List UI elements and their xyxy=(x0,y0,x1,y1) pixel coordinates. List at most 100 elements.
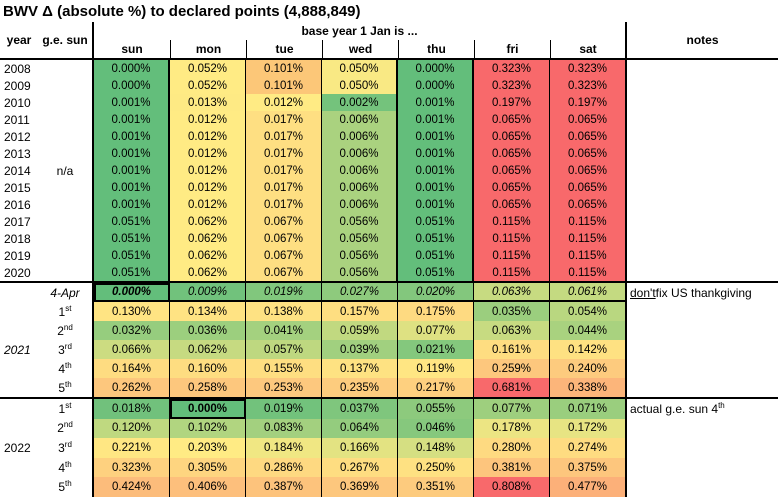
note-cell[interactable] xyxy=(625,321,778,340)
year-cell[interactable]: 2009 xyxy=(4,78,31,93)
note-cell[interactable] xyxy=(625,378,778,397)
value-cell-wed[interactable]: 0.050% xyxy=(322,77,398,94)
value-cell-thu[interactable]: 0.000% xyxy=(398,60,474,77)
value-cell-mon[interactable]: 0.062% xyxy=(170,264,246,281)
value-cell-mon[interactable]: 0.052% xyxy=(170,77,246,94)
value-cell-thu[interactable]: 0.051% xyxy=(398,247,474,264)
value-cell-mon[interactable]: 0.102% xyxy=(170,418,246,439)
value-cell-thu[interactable]: 0.020% xyxy=(398,283,474,302)
year-cell[interactable]: 2011 xyxy=(4,112,30,127)
value-cell-thu[interactable]: 0.021% xyxy=(398,340,474,359)
value-cell-wed[interactable]: 0.064% xyxy=(322,418,398,439)
value-cell-wed[interactable]: 0.235% xyxy=(322,378,398,397)
value-cell-mon[interactable]: 0.062% xyxy=(170,247,246,264)
value-cell-thu[interactable]: 0.175% xyxy=(398,302,474,321)
value-cell-sat[interactable]: 0.115% xyxy=(550,264,625,281)
value-cell-wed[interactable]: 0.056% xyxy=(322,213,398,230)
value-cell-sat[interactable]: 0.065% xyxy=(550,196,625,213)
value-cell-sun[interactable]: 0.120% xyxy=(94,418,170,439)
value-cell-thu[interactable]: 0.001% xyxy=(398,162,474,179)
value-cell-tue[interactable]: 0.017% xyxy=(246,145,322,162)
note-cell[interactable] xyxy=(625,60,778,77)
value-cell-tue[interactable]: 0.017% xyxy=(246,179,322,196)
value-cell-sat[interactable]: 0.115% xyxy=(550,247,625,264)
year-cell[interactable]: 2014 xyxy=(4,163,31,178)
value-cell-tue[interactable]: 0.019% xyxy=(246,283,322,302)
note-cell[interactable] xyxy=(625,77,778,94)
value-cell-wed[interactable]: 0.056% xyxy=(322,230,398,247)
note-cell[interactable] xyxy=(625,264,778,281)
value-cell-mon[interactable]: 0.009% xyxy=(170,283,246,302)
value-cell-sun[interactable]: 0.000% xyxy=(94,283,170,302)
year-cell[interactable] xyxy=(0,458,38,478)
value-cell-wed[interactable]: 0.006% xyxy=(322,111,398,128)
value-cell-fri[interactable]: 0.115% xyxy=(474,247,550,264)
value-cell-tue[interactable]: 0.155% xyxy=(246,359,322,378)
value-cell-sat[interactable]: 0.274% xyxy=(550,438,625,458)
value-cell-sat[interactable]: 0.065% xyxy=(550,179,625,196)
year-cell[interactable]: 2020 xyxy=(4,265,31,280)
value-cell-thu[interactable]: 0.119% xyxy=(398,359,474,378)
day-header-sun[interactable]: sun xyxy=(121,42,143,56)
value-cell-mon[interactable]: 0.134% xyxy=(170,302,246,321)
day-header-fri[interactable]: fri xyxy=(474,40,550,58)
ge-sun-cell[interactable] xyxy=(38,94,94,111)
value-cell-thu[interactable]: 0.000% xyxy=(398,77,474,94)
value-cell-thu[interactable]: 0.250% xyxy=(398,457,474,478)
value-cell-wed[interactable]: 0.006% xyxy=(322,128,398,145)
value-cell-thu[interactable]: 0.001% xyxy=(398,94,474,111)
value-cell-wed[interactable]: 0.166% xyxy=(322,438,398,458)
value-cell-mon[interactable]: 0.013% xyxy=(170,94,246,111)
value-cell-mon[interactable]: 0.012% xyxy=(170,179,246,196)
year-cell[interactable] xyxy=(0,399,38,419)
value-cell-fri[interactable]: 0.197% xyxy=(474,94,550,111)
value-cell-fri[interactable]: 0.259% xyxy=(474,359,550,378)
value-cell-tue[interactable]: 0.387% xyxy=(246,477,322,497)
value-cell-tue[interactable]: 0.253% xyxy=(246,378,322,397)
value-cell-sat[interactable]: 0.240% xyxy=(550,359,625,378)
value-cell-sun[interactable]: 0.051% xyxy=(94,264,170,281)
value-cell-tue[interactable]: 0.067% xyxy=(246,230,322,247)
value-cell-fri[interactable]: 0.381% xyxy=(474,457,550,478)
ge-sun-cell[interactable] xyxy=(38,196,94,213)
value-cell-tue[interactable]: 0.067% xyxy=(246,264,322,281)
value-cell-sun[interactable]: 0.018% xyxy=(94,399,170,419)
value-cell-fri[interactable]: 0.035% xyxy=(474,302,550,321)
value-cell-sun[interactable]: 0.001% xyxy=(94,145,170,162)
value-cell-thu[interactable]: 0.077% xyxy=(398,321,474,340)
value-cell-sat[interactable]: 0.065% xyxy=(550,145,625,162)
year-cell[interactable]: 2019 xyxy=(4,248,31,263)
value-cell-tue[interactable]: 0.184% xyxy=(246,438,322,458)
ge-sun-cell[interactable] xyxy=(38,77,94,94)
note-cell[interactable] xyxy=(625,111,778,128)
value-cell-tue[interactable]: 0.057% xyxy=(246,340,322,359)
year-cell[interactable] xyxy=(0,302,38,321)
ge-sun-cell[interactable] xyxy=(38,145,94,162)
year-column-header[interactable]: year xyxy=(6,33,32,47)
value-cell-fri[interactable]: 0.063% xyxy=(474,321,550,340)
value-cell-mon[interactable]: 0.258% xyxy=(170,378,246,397)
day-header-tue[interactable]: tue xyxy=(246,40,322,58)
value-cell-thu[interactable]: 0.148% xyxy=(398,438,474,458)
value-cell-mon[interactable]: 0.012% xyxy=(170,128,246,145)
value-cell-wed[interactable]: 0.056% xyxy=(322,247,398,264)
value-cell-thu[interactable]: 0.001% xyxy=(398,145,474,162)
value-cell-fri[interactable]: 0.065% xyxy=(474,145,550,162)
note-cell[interactable] xyxy=(625,179,778,196)
year-cell[interactable]: 2010 xyxy=(4,95,31,110)
value-cell-thu[interactable]: 0.001% xyxy=(398,179,474,196)
year-cell[interactable]: 2012 xyxy=(4,129,31,144)
note-cell[interactable]: don't fix US thankgiving xyxy=(625,283,778,302)
value-cell-sun[interactable]: 0.066% xyxy=(94,340,170,359)
value-cell-mon[interactable]: 0.000% xyxy=(170,399,246,419)
value-cell-wed[interactable]: 0.137% xyxy=(322,359,398,378)
value-cell-wed[interactable]: 0.059% xyxy=(322,321,398,340)
value-cell-sat[interactable]: 0.054% xyxy=(550,302,625,321)
value-cell-mon[interactable]: 0.036% xyxy=(170,321,246,340)
value-cell-fri[interactable]: 0.115% xyxy=(474,230,550,247)
value-cell-wed[interactable]: 0.157% xyxy=(322,302,398,321)
year-cell[interactable]: 2021 xyxy=(4,342,31,357)
